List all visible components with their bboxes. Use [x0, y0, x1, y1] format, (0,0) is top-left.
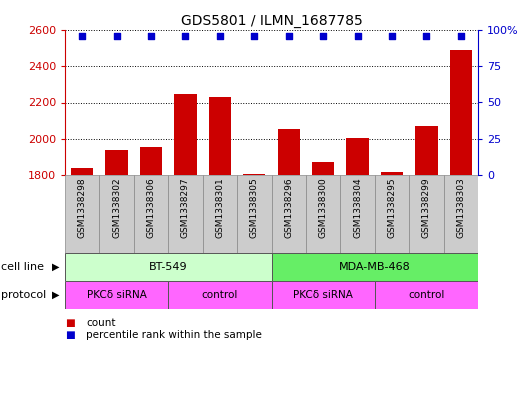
Bar	[340, 175, 375, 253]
Text: GSM1338306: GSM1338306	[146, 177, 155, 238]
Point	[250, 33, 258, 39]
Bar	[271, 281, 375, 309]
Bar	[65, 175, 99, 253]
Bar	[381, 172, 403, 175]
Point	[319, 33, 327, 39]
Text: ■: ■	[65, 318, 75, 328]
Bar	[243, 174, 266, 175]
Bar	[444, 175, 478, 253]
Text: GSM1338296: GSM1338296	[284, 177, 293, 238]
Text: control: control	[202, 290, 238, 300]
Text: GSM1338304: GSM1338304	[353, 177, 362, 238]
Text: GSM1338298: GSM1338298	[78, 177, 87, 238]
Point	[78, 33, 86, 39]
Bar	[306, 175, 340, 253]
Text: GSM1338301: GSM1338301	[215, 177, 224, 238]
Text: GSM1338302: GSM1338302	[112, 177, 121, 238]
Text: GSM1338305: GSM1338305	[250, 177, 259, 238]
Point	[181, 33, 190, 39]
Text: ▶: ▶	[52, 262, 60, 272]
Bar	[174, 94, 197, 175]
Point	[147, 33, 155, 39]
Bar	[271, 253, 478, 281]
Title: GDS5801 / ILMN_1687785: GDS5801 / ILMN_1687785	[180, 14, 362, 28]
Text: ▶: ▶	[52, 290, 60, 300]
Text: PKCδ siRNA: PKCδ siRNA	[293, 290, 353, 300]
Bar	[106, 150, 128, 175]
Point	[354, 33, 362, 39]
Bar	[71, 168, 94, 175]
Bar	[168, 281, 271, 309]
Text: percentile rank within the sample: percentile rank within the sample	[86, 330, 262, 340]
Bar	[237, 175, 271, 253]
Text: BT-549: BT-549	[149, 262, 188, 272]
Bar	[450, 50, 472, 175]
Point	[112, 33, 121, 39]
Bar	[203, 175, 237, 253]
Bar	[65, 253, 271, 281]
Text: GSM1338295: GSM1338295	[388, 177, 396, 238]
Text: PKCδ siRNA: PKCδ siRNA	[87, 290, 146, 300]
Bar	[409, 175, 444, 253]
Text: count: count	[86, 318, 116, 328]
Text: ■: ■	[65, 330, 75, 340]
Text: GSM1338299: GSM1338299	[422, 177, 431, 238]
Bar	[65, 281, 168, 309]
Bar	[271, 175, 306, 253]
Bar	[375, 175, 409, 253]
Text: cell line: cell line	[1, 262, 43, 272]
Text: control: control	[408, 290, 445, 300]
Point	[215, 33, 224, 39]
Text: protocol: protocol	[1, 290, 46, 300]
Bar	[312, 162, 334, 175]
Bar	[346, 138, 369, 175]
Text: GSM1338300: GSM1338300	[319, 177, 327, 238]
Point	[422, 33, 430, 39]
Bar	[168, 175, 203, 253]
Bar	[209, 97, 231, 175]
Bar	[415, 126, 438, 175]
Text: GSM1338303: GSM1338303	[456, 177, 465, 238]
Point	[285, 33, 293, 39]
Point	[388, 33, 396, 39]
Bar	[134, 175, 168, 253]
Text: MDA-MB-468: MDA-MB-468	[339, 262, 411, 272]
Point	[457, 33, 465, 39]
Bar	[278, 129, 300, 175]
Bar	[99, 175, 134, 253]
Bar	[375, 281, 478, 309]
Bar	[140, 147, 162, 175]
Text: GSM1338297: GSM1338297	[181, 177, 190, 238]
